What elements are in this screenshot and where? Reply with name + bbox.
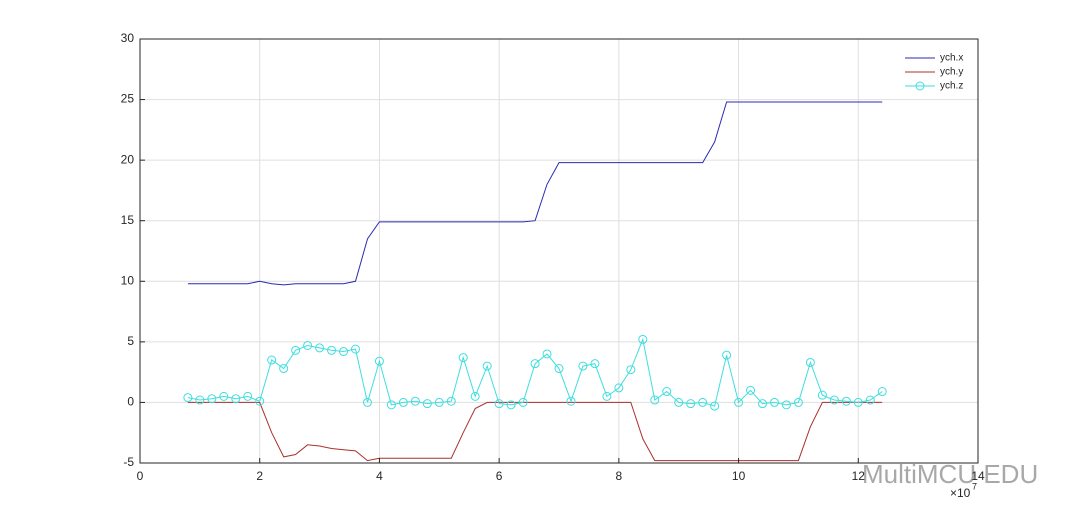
point-marker — [279, 364, 289, 374]
point-marker — [542, 349, 552, 359]
point-marker — [829, 395, 839, 405]
legend-label: ych.x — [940, 53, 963, 64]
point-marker — [434, 397, 444, 407]
point-marker — [626, 365, 636, 375]
point-marker — [841, 396, 851, 406]
point-marker — [722, 350, 732, 360]
y-tick-label: 0 — [127, 395, 134, 409]
point-marker — [195, 395, 205, 405]
x-tick-label: 6 — [496, 469, 503, 483]
point-marker — [207, 394, 217, 404]
watermark: MultiMCU EDU — [862, 459, 1038, 489]
point-marker — [614, 383, 624, 393]
point-marker — [339, 347, 349, 357]
x-tick-label: 8 — [616, 469, 623, 483]
point-marker — [877, 387, 887, 397]
legend-label: ych.z — [940, 81, 963, 92]
point-marker — [518, 397, 528, 407]
point-marker — [710, 401, 720, 411]
point-marker — [578, 361, 588, 371]
point-marker — [374, 356, 384, 366]
point-marker — [398, 397, 408, 407]
point-marker — [817, 390, 827, 400]
point-marker — [386, 400, 396, 410]
y-tick-label: 5 — [127, 334, 134, 348]
x-exponent: 7 — [972, 481, 977, 491]
plot-area — [140, 39, 978, 463]
point-marker — [183, 393, 193, 403]
point-marker — [853, 397, 863, 407]
x-tick-label: 12 — [852, 469, 866, 483]
x-tick-label: 10 — [732, 469, 746, 483]
point-marker — [781, 400, 791, 410]
x-tick-label: 4 — [376, 469, 383, 483]
point-marker — [422, 399, 432, 409]
point-marker — [303, 340, 313, 350]
point-marker — [769, 397, 779, 407]
y-tick-label: 15 — [121, 213, 135, 227]
point-marker — [686, 399, 696, 409]
point-marker — [758, 399, 768, 409]
point-marker — [638, 334, 648, 344]
point-marker — [231, 394, 241, 404]
point-marker — [590, 359, 600, 369]
point-marker — [793, 397, 803, 407]
point-marker — [458, 353, 468, 363]
point-marker — [350, 344, 360, 354]
point-marker — [482, 361, 492, 371]
series-line — [187, 401, 883, 462]
point-marker — [255, 396, 265, 406]
y-tick-label: 20 — [121, 152, 135, 166]
legend-marker — [915, 81, 925, 91]
point-marker — [327, 345, 337, 355]
point-marker — [267, 355, 277, 365]
point-marker — [602, 391, 612, 401]
point-marker — [315, 343, 325, 353]
point-marker — [662, 387, 672, 397]
x-tick-label: 14 — [971, 469, 985, 483]
y-tick-label: 25 — [121, 92, 135, 106]
point-marker — [410, 396, 420, 406]
point-marker — [746, 385, 756, 395]
point-marker — [362, 397, 372, 407]
series-line — [187, 101, 883, 286]
point-marker — [698, 397, 708, 407]
point-marker — [530, 359, 540, 369]
axes-box — [139, 38, 979, 464]
legend-box — [899, 47, 975, 99]
point-marker — [446, 396, 456, 406]
point-marker — [566, 396, 576, 406]
point-marker — [674, 397, 684, 407]
point-marker — [554, 364, 564, 374]
point-marker — [865, 395, 875, 405]
point-marker — [650, 395, 660, 405]
x-exponent-base: ×10 — [950, 486, 971, 500]
point-marker — [734, 397, 744, 407]
point-marker — [805, 357, 815, 367]
y-tick-label: 30 — [121, 31, 135, 45]
point-marker — [494, 399, 504, 409]
y-tick-label: 10 — [121, 273, 135, 287]
x-tick-label: 2 — [256, 469, 263, 483]
point-marker — [506, 400, 516, 410]
y-tick-label: -5 — [123, 455, 134, 469]
legend-label: ych.y — [940, 67, 963, 78]
point-marker — [470, 391, 480, 401]
x-tick-label: 0 — [137, 469, 144, 483]
point-marker — [243, 391, 253, 401]
point-marker — [291, 345, 301, 355]
point-marker — [219, 391, 229, 401]
